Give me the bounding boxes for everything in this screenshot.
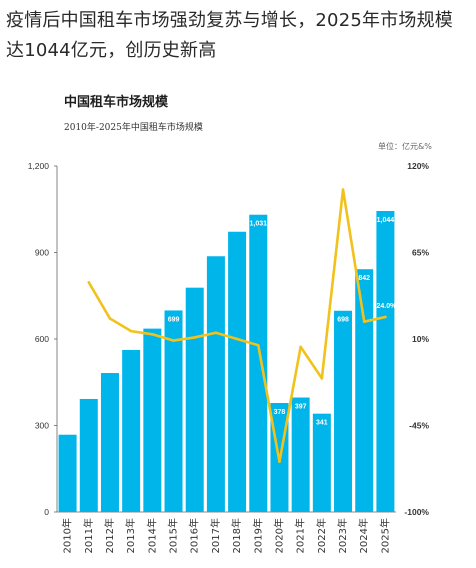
x-tick-label: 2020年 [272,518,285,553]
bar-value-label: 699 [168,316,180,323]
right-tick-label: 120% [407,161,429,171]
growth-rate-point [320,377,324,380]
x-tick-label: 2025年 [378,518,391,553]
growth-rate-point [341,188,345,191]
line-value-label: 24.0% [376,303,397,310]
growth-rate-point [299,345,302,349]
axes: 0 300 600 900 1,200 -100% -45% 10% 65% 120% 2010年 2… [28,161,430,553]
unit-label: 单位：亿元&% [378,142,432,151]
bar [312,413,331,512]
growth-rate-point [193,336,197,339]
growth-rate-point [362,320,366,324]
left-tick-label: 0 [44,507,49,517]
right-tick-label: -100% [404,507,429,517]
growth-rate-point [151,332,154,336]
growth-rate-point [384,315,387,319]
growth-rate-point [278,460,281,463]
left-tick-label: 300 [35,421,49,431]
left-tick-label: 900 [35,248,49,258]
x-tick-label: 2010年 [61,518,74,553]
bar [376,210,395,513]
bar-value-label: 1,044 [377,217,395,224]
right-tick-label: -45% [409,421,429,431]
bar [58,434,77,512]
x-tick-label: 2017年 [209,518,222,553]
bar [334,310,353,512]
right-tick-label: 10% [412,334,429,344]
bar [100,373,119,512]
x-tick-label: 2022年 [315,518,328,553]
bar [143,328,162,512]
left-tick-label: 1,200 [28,161,50,171]
x-tick-label: 2013年 [124,518,137,553]
x-tick-label: 2024年 [357,518,370,553]
growth-rate-point [172,339,175,342]
growth-rate-point [87,281,91,284]
headline: 疫情后中国租车市场强劲复苏与增长，2025年市场规模达1044亿元，创历史新高 [6,10,454,61]
x-tick-label: 2011年 [82,518,95,553]
growth-line [87,188,387,463]
x-tick-label: 2018年 [230,518,243,553]
growth-rate-point [214,331,218,335]
bar-value-label: 341 [316,420,328,427]
bar [206,256,225,512]
bar-value-label: 1,031 [250,221,268,228]
x-tick-label: 2012年 [103,518,116,553]
growth-rate-point [256,343,260,347]
x-tick-label: 2015年 [167,518,180,553]
left-tick-label: 600 [35,334,49,344]
growth-rate-point [108,317,112,320]
bar [79,398,98,512]
bar-value-label: 698 [337,317,349,324]
bars [58,210,395,513]
x-tick-label: 2021年 [294,518,307,553]
x-tick-label: 2016年 [188,518,201,553]
bar [291,397,310,512]
bar [164,310,183,512]
bar-value-label: 397 [295,404,307,411]
chart-subtitle: 2010年-2025年中国租车市场规模 [64,123,203,133]
bar [355,269,374,512]
x-tick-label: 2023年 [336,518,349,553]
growth-rate-point [129,329,133,333]
right-tick-label: 65% [412,248,429,258]
bar [122,349,141,512]
x-tick-label: 2019年 [251,518,264,553]
labels: 699 1,031 378 397 341 698 842 1,044 24.0% [168,217,397,427]
growth-rate-point [235,337,239,341]
bar-value-label: 378 [274,409,286,416]
x-tick-label: 2014年 [145,518,158,553]
bar [249,214,268,512]
chart-title: 中国租车市场规模 [64,95,169,110]
bar-value-label: 842 [358,275,370,282]
bar [228,231,247,513]
bar [185,287,204,512]
